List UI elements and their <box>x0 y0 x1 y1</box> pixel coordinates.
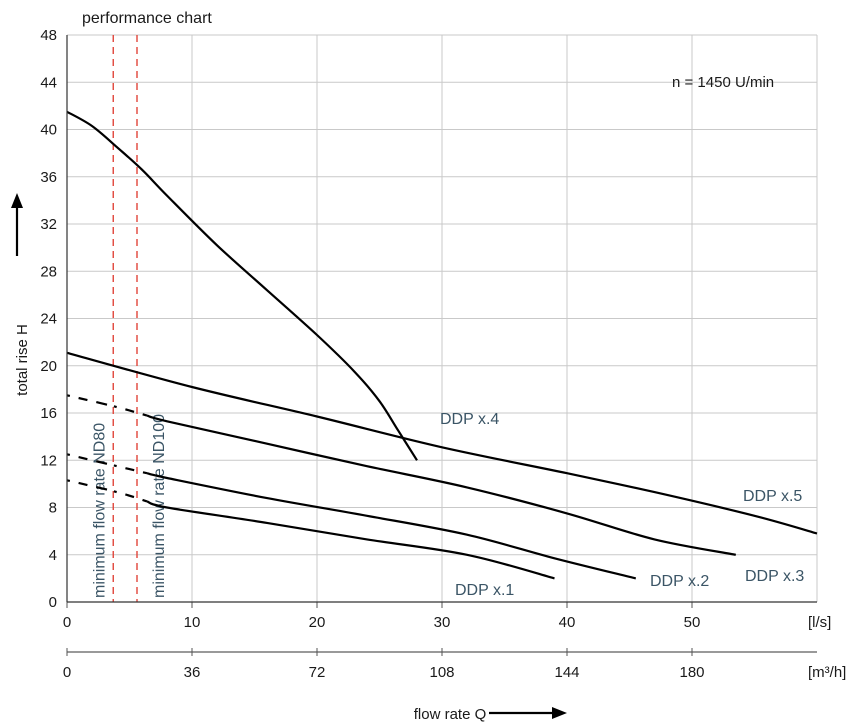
series-line <box>146 472 637 580</box>
y-tick-label: 44 <box>40 74 57 91</box>
x-tick-label: 30 <box>434 614 451 631</box>
x-tick-label: 40 <box>559 614 576 631</box>
x-tick-label: 0 <box>63 614 71 631</box>
series-ddp-x-1: DDP x.1 <box>66 479 555 599</box>
y-tick-label: 24 <box>40 311 57 328</box>
series-label: DDP x.1 <box>455 582 514 599</box>
y-tick-label: 0 <box>49 594 57 611</box>
x2-tick-label: 0 <box>63 664 71 681</box>
x2-tick-label: 144 <box>554 664 579 681</box>
x2-tick-label: 180 <box>679 664 704 681</box>
series-line <box>146 414 737 556</box>
x-tick-label: 10 <box>184 614 201 631</box>
series-line <box>146 500 555 580</box>
series-label: DDP x.4 <box>440 411 499 428</box>
series-label: DDP x.3 <box>745 568 804 585</box>
y-tick-label: 48 <box>40 27 57 44</box>
series-line <box>66 351 818 535</box>
x2-tick-label: 36 <box>184 664 201 681</box>
series-ddp-x-4: DDP x.4 <box>66 110 499 461</box>
min-flow-label: minimum flow rate ND80 <box>91 423 108 598</box>
series-label: DDP x.5 <box>743 488 802 505</box>
series-line <box>66 110 418 461</box>
y-tick-label: 4 <box>49 547 57 564</box>
x2-tick-label: 72 <box>309 664 326 681</box>
series-label: DDP x.2 <box>650 573 709 590</box>
series-ddp-x-3: DDP x.3 <box>66 394 804 585</box>
y-tick-label: 40 <box>40 122 57 139</box>
x-axis-arrow-icon <box>489 707 567 719</box>
grid <box>67 34 818 603</box>
chart-title: performance chart <box>82 10 212 27</box>
series-line-dashed <box>66 453 148 475</box>
y-tick-label: 28 <box>40 263 57 280</box>
speed-note: n = 1450 U/min <box>672 74 774 91</box>
y-tick-label: 32 <box>40 216 57 233</box>
x-axis-title: flow rate Q <box>414 706 487 723</box>
x2-tick-label: 108 <box>429 664 454 681</box>
x-tick-label: 20 <box>309 614 326 631</box>
series-line-dashed <box>66 394 148 417</box>
y-tick-label: 20 <box>40 358 57 375</box>
series-lines: DDP x.1 DDP x.2 DDP x.3 DDP x.4 DDP x.5 <box>66 110 818 599</box>
y-tick-label: 12 <box>40 452 57 469</box>
series-line-dashed <box>66 479 148 503</box>
y-axis-title: total rise H <box>14 324 31 396</box>
y-axis-arrow-icon <box>11 193 23 256</box>
y-tick-label: 36 <box>40 169 57 186</box>
x-tick-label: 50 <box>684 614 701 631</box>
series-ddp-x-5: DDP x.5 <box>66 351 818 535</box>
x2-unit-label: [m³/h] <box>808 664 846 681</box>
series-ddp-x-2: DDP x.2 <box>66 453 709 590</box>
y-tick-label: 8 <box>49 500 57 517</box>
y-tick-label: 16 <box>40 405 57 422</box>
x-unit-label: [l/s] <box>808 614 831 631</box>
